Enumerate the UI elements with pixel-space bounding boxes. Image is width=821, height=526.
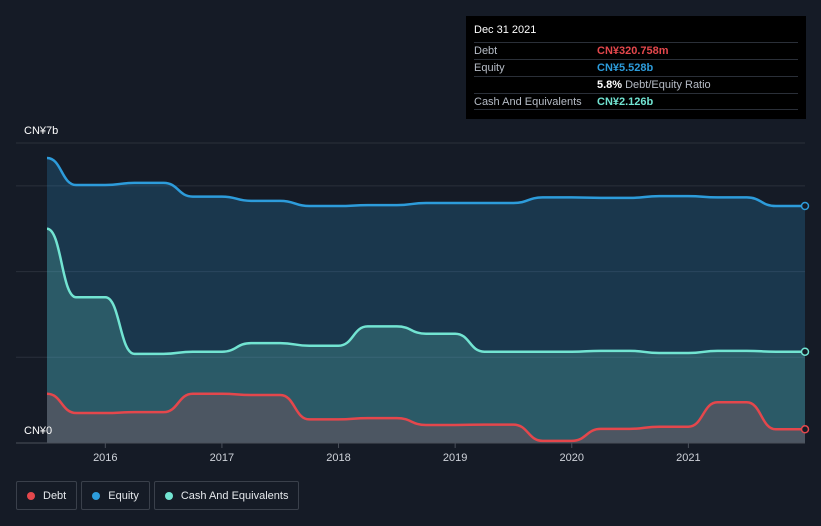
tooltip-ratio-row: 5.8% Debt/Equity Ratio [474, 76, 798, 93]
endpoint-cash-and-equivalents [800, 347, 810, 356]
tooltip-ratio-value: 5.8% [597, 79, 623, 91]
tooltip-cash-value: CN¥2.126b [597, 95, 654, 108]
line-cash-and-equivalents [46, 227, 805, 356]
area-equity [47, 158, 805, 443]
endpoint-debt [800, 425, 810, 434]
legend-item-equity[interactable]: Equity [81, 481, 150, 510]
tooltip-date: Dec 31 2021 [474, 24, 537, 36]
legend-item-cash[interactable]: Cash And Equivalents [153, 481, 300, 510]
series-layer [46, 156, 810, 443]
debt-dot-icon [27, 491, 35, 500]
legend: Debt Equity Cash And Equivalents [16, 481, 300, 510]
tooltip-equity-value: CN¥5.528b [597, 62, 654, 74]
x-axis: 2016 2017 2018 2019 2020 2021 [16, 442, 805, 464]
tooltip-equity-row: Equity CN¥5.528b [474, 59, 798, 76]
x-tick-label: 2017 [210, 452, 234, 464]
tooltip-debt-row: Debt CN¥320.758m [474, 42, 798, 59]
tooltip-cash-label: Cash And Equivalents [474, 95, 582, 108]
cash-dot-icon [164, 491, 173, 500]
x-tick-label: 2016 [93, 452, 117, 464]
legend-item-debt[interactable]: Debt [16, 481, 78, 510]
tooltip-ratio-suffix: Debt/Equity Ratio [625, 79, 711, 91]
x-tick-label: 2019 [443, 452, 467, 464]
tooltip: Dec 31 2021 Debt CN¥320.758m Equity CN¥5… [466, 16, 806, 119]
line-debt [46, 392, 805, 443]
endpoint-equity [800, 201, 810, 211]
x-tick-label: 2020 [560, 452, 584, 464]
legend-label-cash: Cash And Equivalents [180, 489, 289, 502]
x-tick-label: 2021 [676, 452, 700, 464]
line-equity [46, 156, 805, 208]
legend-label-equity: Equity [108, 489, 139, 502]
tooltip-cash-row: Cash And Equivalents CN¥2.126b [474, 93, 798, 110]
area-debt [47, 393, 805, 443]
x-tick-label: 2018 [326, 452, 350, 464]
tooltip-equity-label: Equity [474, 62, 505, 74]
tooltip-debt-value: CN¥320.758m [597, 45, 669, 57]
equity-dot-icon [92, 491, 101, 500]
y-axis-bottom-label: CN¥0 [24, 425, 53, 437]
area-cash-and-equivalents [47, 228, 805, 443]
legend-label-debt: Debt [43, 489, 67, 502]
tooltip-debt-label: Debt [474, 45, 498, 57]
y-axis-top-label: CN¥7b [24, 125, 59, 137]
